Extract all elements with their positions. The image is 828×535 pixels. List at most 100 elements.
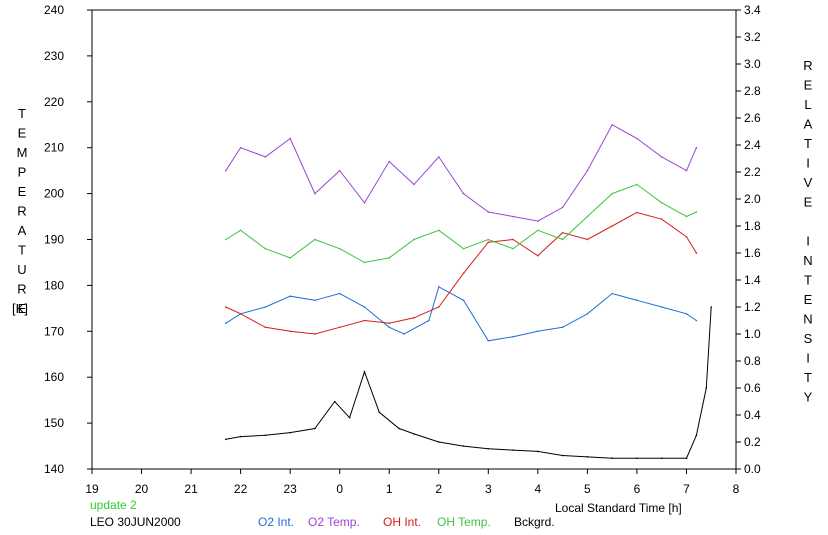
series-point bbox=[695, 252, 698, 254]
series-point bbox=[611, 225, 613, 227]
series-point bbox=[561, 238, 564, 241]
series-point bbox=[437, 229, 440, 232]
left-axis-letter: P bbox=[18, 165, 27, 180]
series-point bbox=[695, 319, 698, 322]
right-tick-label: 3.4 bbox=[744, 3, 761, 17]
series-point bbox=[239, 312, 242, 315]
series-point bbox=[695, 434, 698, 437]
x-tick-label: 6 bbox=[634, 482, 641, 496]
right-tick-label: 3.2 bbox=[744, 30, 761, 44]
x-tick-label: 21 bbox=[184, 482, 198, 496]
left-axis-letter: R bbox=[17, 282, 26, 297]
series-point bbox=[695, 211, 698, 213]
left-axis-letter: A bbox=[18, 223, 27, 238]
series-point bbox=[264, 247, 267, 250]
right-axis-letter: I bbox=[806, 351, 810, 366]
series-point bbox=[428, 319, 430, 322]
series-point bbox=[413, 183, 415, 186]
series-point bbox=[611, 192, 613, 195]
series-point bbox=[685, 312, 688, 315]
series-point bbox=[636, 183, 638, 186]
series-point bbox=[611, 123, 613, 126]
left-tick-label: 170 bbox=[44, 324, 64, 338]
x-tick-label: 5 bbox=[584, 482, 591, 496]
series-point bbox=[413, 238, 415, 241]
left-axis-letter: E bbox=[18, 126, 27, 141]
series-point bbox=[705, 387, 708, 389]
series-point bbox=[338, 169, 341, 172]
legend-entry: OH Temp. bbox=[437, 515, 491, 529]
series-point bbox=[314, 427, 316, 430]
right-tick-label: 1.6 bbox=[744, 246, 761, 260]
series-point bbox=[333, 400, 336, 403]
left-axis-letter: T bbox=[18, 243, 26, 258]
series-point bbox=[289, 257, 291, 259]
series-point bbox=[363, 201, 366, 204]
series-point bbox=[512, 449, 514, 451]
series-point bbox=[685, 215, 688, 218]
x-tick-label: 7 bbox=[683, 482, 690, 496]
series-point bbox=[561, 454, 564, 457]
series-point bbox=[537, 254, 539, 257]
series-point bbox=[437, 285, 440, 288]
series-point bbox=[660, 457, 663, 460]
series-point bbox=[388, 326, 391, 329]
series-point bbox=[338, 326, 341, 329]
series-point bbox=[224, 438, 227, 441]
series-point bbox=[512, 238, 514, 241]
series-point bbox=[413, 317, 415, 319]
right-tick-label: 0.2 bbox=[744, 435, 761, 449]
series-point bbox=[611, 457, 613, 460]
right-tick-label: 2.8 bbox=[744, 84, 761, 98]
series-point bbox=[289, 137, 291, 140]
legend-entry: Bckgrd. bbox=[514, 515, 555, 529]
series-point bbox=[462, 445, 465, 447]
series-layer bbox=[224, 123, 713, 460]
right-axis-letter: Y bbox=[804, 390, 813, 405]
series-point bbox=[314, 299, 316, 302]
series-point bbox=[487, 211, 490, 213]
series-point bbox=[363, 371, 366, 373]
series-point bbox=[338, 292, 341, 295]
series-point bbox=[239, 435, 242, 438]
series-point bbox=[685, 457, 688, 460]
series-point bbox=[487, 241, 490, 243]
left-tick-label: 220 bbox=[44, 95, 64, 109]
right-axis-letter: R bbox=[803, 58, 812, 73]
legend-entry: OH Int. bbox=[383, 515, 421, 529]
series-point bbox=[239, 146, 242, 149]
right-tick-label: 2.0 bbox=[744, 192, 761, 206]
right-tick-label: 2.2 bbox=[744, 165, 761, 179]
right-tick-label: 2.6 bbox=[744, 111, 761, 125]
series-point bbox=[512, 247, 514, 250]
left-axis-letter: U bbox=[17, 262, 26, 277]
right-tick-label: 1.8 bbox=[744, 219, 761, 233]
left-tick-label: 240 bbox=[44, 3, 64, 17]
right-axis-letter: T bbox=[804, 273, 812, 288]
left-axis-unit: [K] bbox=[12, 301, 28, 316]
series-point bbox=[710, 306, 713, 308]
series-line bbox=[225, 286, 697, 342]
series-point bbox=[586, 456, 589, 458]
series-point bbox=[388, 160, 391, 163]
series-point bbox=[264, 306, 267, 308]
series-point bbox=[695, 146, 698, 149]
series-point bbox=[398, 427, 400, 430]
series-line bbox=[225, 183, 697, 263]
x-tick-label: 1 bbox=[386, 482, 393, 496]
series-point bbox=[487, 447, 490, 450]
x-tick-label: 3 bbox=[485, 482, 492, 496]
left-axis-ticks: 140 150 160 170 180 190 200 210 220 230 240 bbox=[44, 3, 92, 476]
right-axis-letter: T bbox=[804, 136, 812, 151]
series-point bbox=[685, 169, 688, 172]
series-point bbox=[462, 192, 465, 195]
series-line bbox=[225, 211, 697, 335]
status-text: update 2 bbox=[90, 498, 137, 512]
series-point bbox=[363, 261, 366, 264]
left-tick-label: 190 bbox=[44, 233, 64, 247]
series-point bbox=[537, 330, 539, 333]
series-point bbox=[660, 156, 663, 158]
